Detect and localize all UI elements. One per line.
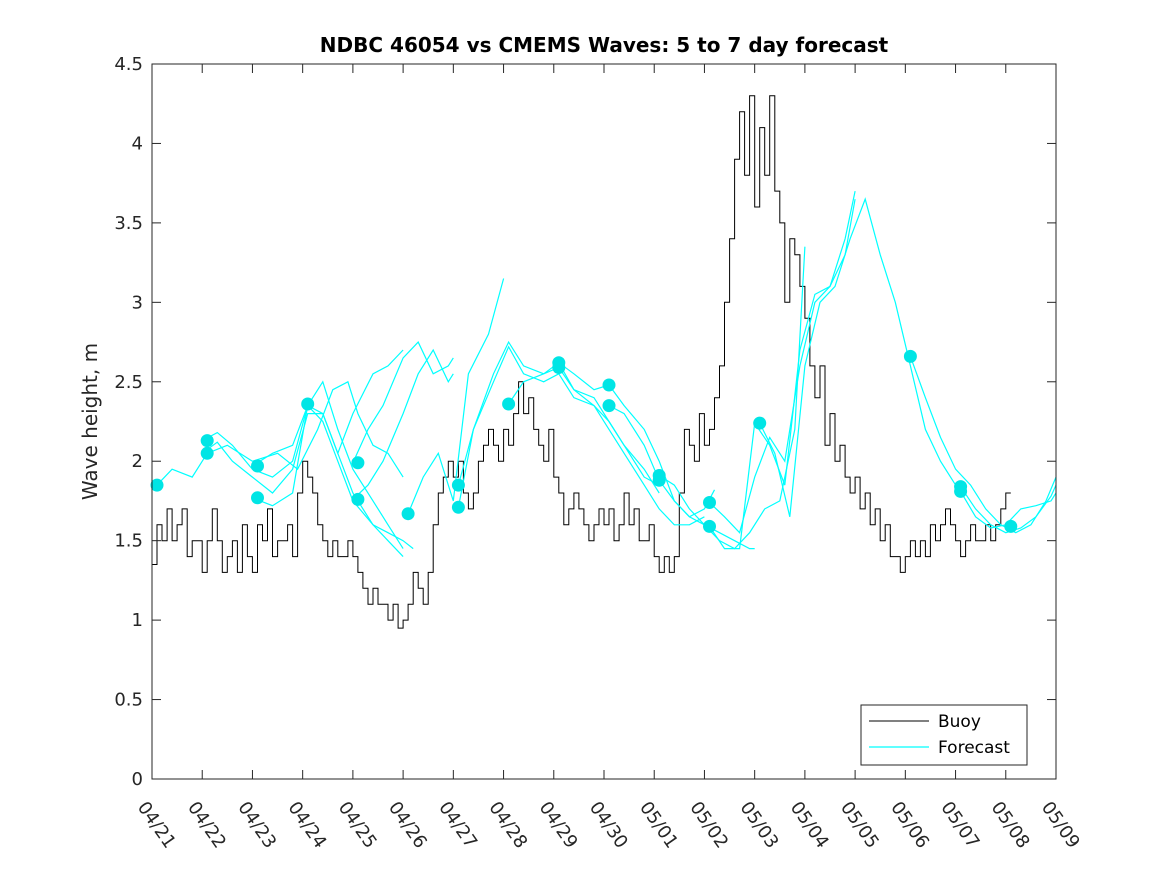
x-tick-label: 04/29: [535, 798, 582, 853]
buoy-series: [152, 95, 1011, 629]
forecast-marker: [451, 500, 465, 514]
y-tick-label: 1.5: [114, 531, 143, 552]
x-tick-label: 04/26: [384, 798, 431, 853]
forecast-line-16: [709, 190, 856, 550]
y-tick-label: 2: [132, 451, 143, 472]
x-tick-label: 05/02: [685, 798, 732, 853]
forecast-line-6: [352, 341, 454, 464]
y-tick-label: 0: [132, 769, 143, 790]
forecast-marker: [552, 361, 566, 374]
forecast-marker: [703, 519, 716, 533]
forecast-marker: [351, 456, 365, 470]
forecast-marker: [200, 434, 214, 448]
forecast-marker: [251, 459, 264, 473]
y-tick-label: 1: [132, 610, 143, 631]
forecast-marker: [301, 397, 315, 411]
x-tick-label: 05/03: [736, 798, 783, 853]
x-tick-label: 04/28: [484, 798, 531, 853]
x-tick-label: 04/25: [334, 798, 381, 853]
x-tick-label: 04/21: [133, 798, 180, 853]
forecast-marker: [753, 416, 767, 430]
legend-forecast-label: Forecast: [938, 738, 1010, 758]
forecast-line-8: [407, 278, 505, 514]
forecast-marker: [502, 397, 516, 411]
forecast-marker: [200, 446, 214, 460]
y-tick-label: 3: [132, 292, 143, 313]
legend-buoy-label: Buoy: [938, 712, 981, 732]
x-tick-label: 04/24: [284, 798, 331, 853]
legend: Buoy Forecast: [860, 704, 1028, 766]
forecast-line-17: [759, 197, 957, 517]
forecast-marker-group: [150, 349, 1018, 533]
x-tick-label: 05/09: [1037, 798, 1084, 853]
legend-box: [860, 704, 1028, 766]
forecast-marker: [351, 492, 365, 506]
y-axis-label: Wave height, m: [78, 343, 102, 500]
x-tick-label: 04/22: [183, 798, 230, 853]
chart-title: NDBC 46054 vs CMEMS Waves: 5 to 7 day fo…: [320, 33, 889, 57]
forecast-line-1: [156, 380, 404, 486]
y-tick-label: 4: [132, 133, 143, 154]
forecast-marker: [602, 378, 616, 392]
forecast-marker: [903, 349, 917, 363]
y-tick-label: 0.5: [114, 690, 143, 711]
y-tick-label: 2.5: [114, 372, 143, 393]
forecast-line-15: [709, 198, 856, 534]
x-tick-label: 04/30: [585, 798, 632, 853]
forecast-line-20: [960, 491, 1057, 529]
forecast-marker: [150, 478, 164, 492]
forecast-marker: [401, 507, 415, 521]
x-tick-label: 05/08: [987, 798, 1034, 853]
y-tick-label: 3.5: [114, 213, 143, 234]
forecast-line-7: [352, 348, 454, 500]
x-tick-label: 05/01: [635, 798, 682, 853]
buoy-line: [152, 95, 1011, 629]
x-tick-label: 05/07: [936, 798, 983, 853]
forecast-marker: [652, 473, 666, 487]
x-tick-label: 05/05: [836, 798, 883, 853]
forecast-marker: [251, 491, 264, 505]
forecast-line-4: [252, 404, 414, 550]
forecast-line-5: [252, 349, 404, 507]
forecast-marker: [451, 478, 465, 492]
x-tick-label: 04/27: [434, 798, 481, 853]
x-tick-label: 05/06: [886, 798, 933, 853]
forecast-marker: [602, 399, 616, 413]
x-tick-label: 05/04: [786, 798, 833, 853]
forecast-marker: [703, 496, 716, 509]
forecast-line-11: [508, 366, 705, 526]
forecast-marker: [954, 484, 968, 498]
x-tick-label: 04/23: [233, 798, 280, 853]
forecast-marker: [1004, 519, 1018, 533]
y-tick-label: 4.5: [114, 54, 143, 75]
